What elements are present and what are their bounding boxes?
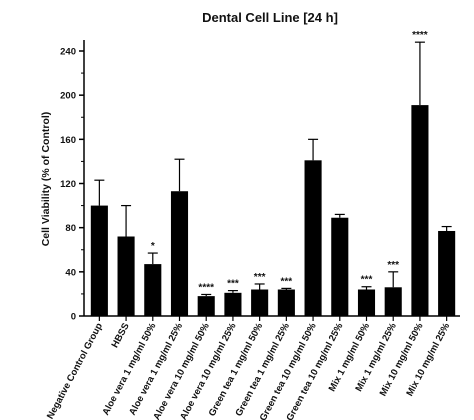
bar — [117, 236, 135, 316]
significance-marker: *** — [227, 279, 239, 290]
y-tick-label: 120 — [60, 179, 76, 190]
bar — [438, 230, 456, 316]
chart-title: Dental Cell Line [24 h] — [202, 10, 338, 25]
bar — [170, 191, 189, 316]
significance-marker: *** — [254, 272, 266, 283]
bar — [224, 292, 242, 316]
category-label: Negative Control Group — [45, 321, 105, 420]
plot-area: 0 40 80 120 160 200 240 Negative Control Group H… — [45, 30, 460, 420]
significance-marker: *** — [281, 276, 293, 287]
y-tick-label: 80 — [65, 223, 76, 234]
bar — [197, 296, 215, 316]
significance-marker: *** — [361, 275, 373, 286]
bar — [277, 289, 295, 316]
significance-marker: *** — [387, 260, 399, 271]
significance-marker: * — [151, 241, 155, 252]
y-tick-label: 40 — [65, 267, 76, 278]
bar — [90, 205, 108, 316]
y-axis-label: Cell Viability (% of Control) — [40, 112, 52, 247]
y-tick-label: 0 — [71, 312, 76, 323]
bar — [411, 105, 429, 317]
bar — [251, 289, 269, 316]
bar — [144, 264, 162, 316]
category-label: HBSS — [110, 321, 132, 349]
y-tick-label: 160 — [60, 135, 76, 146]
bar — [357, 289, 376, 316]
bar — [331, 217, 349, 316]
significance-marker: **** — [412, 30, 428, 41]
bar — [384, 287, 402, 316]
y-tick-label: 200 — [60, 91, 76, 102]
significance-marker: **** — [198, 282, 214, 293]
bar — [304, 160, 322, 316]
y-tick-label: 240 — [60, 47, 76, 58]
